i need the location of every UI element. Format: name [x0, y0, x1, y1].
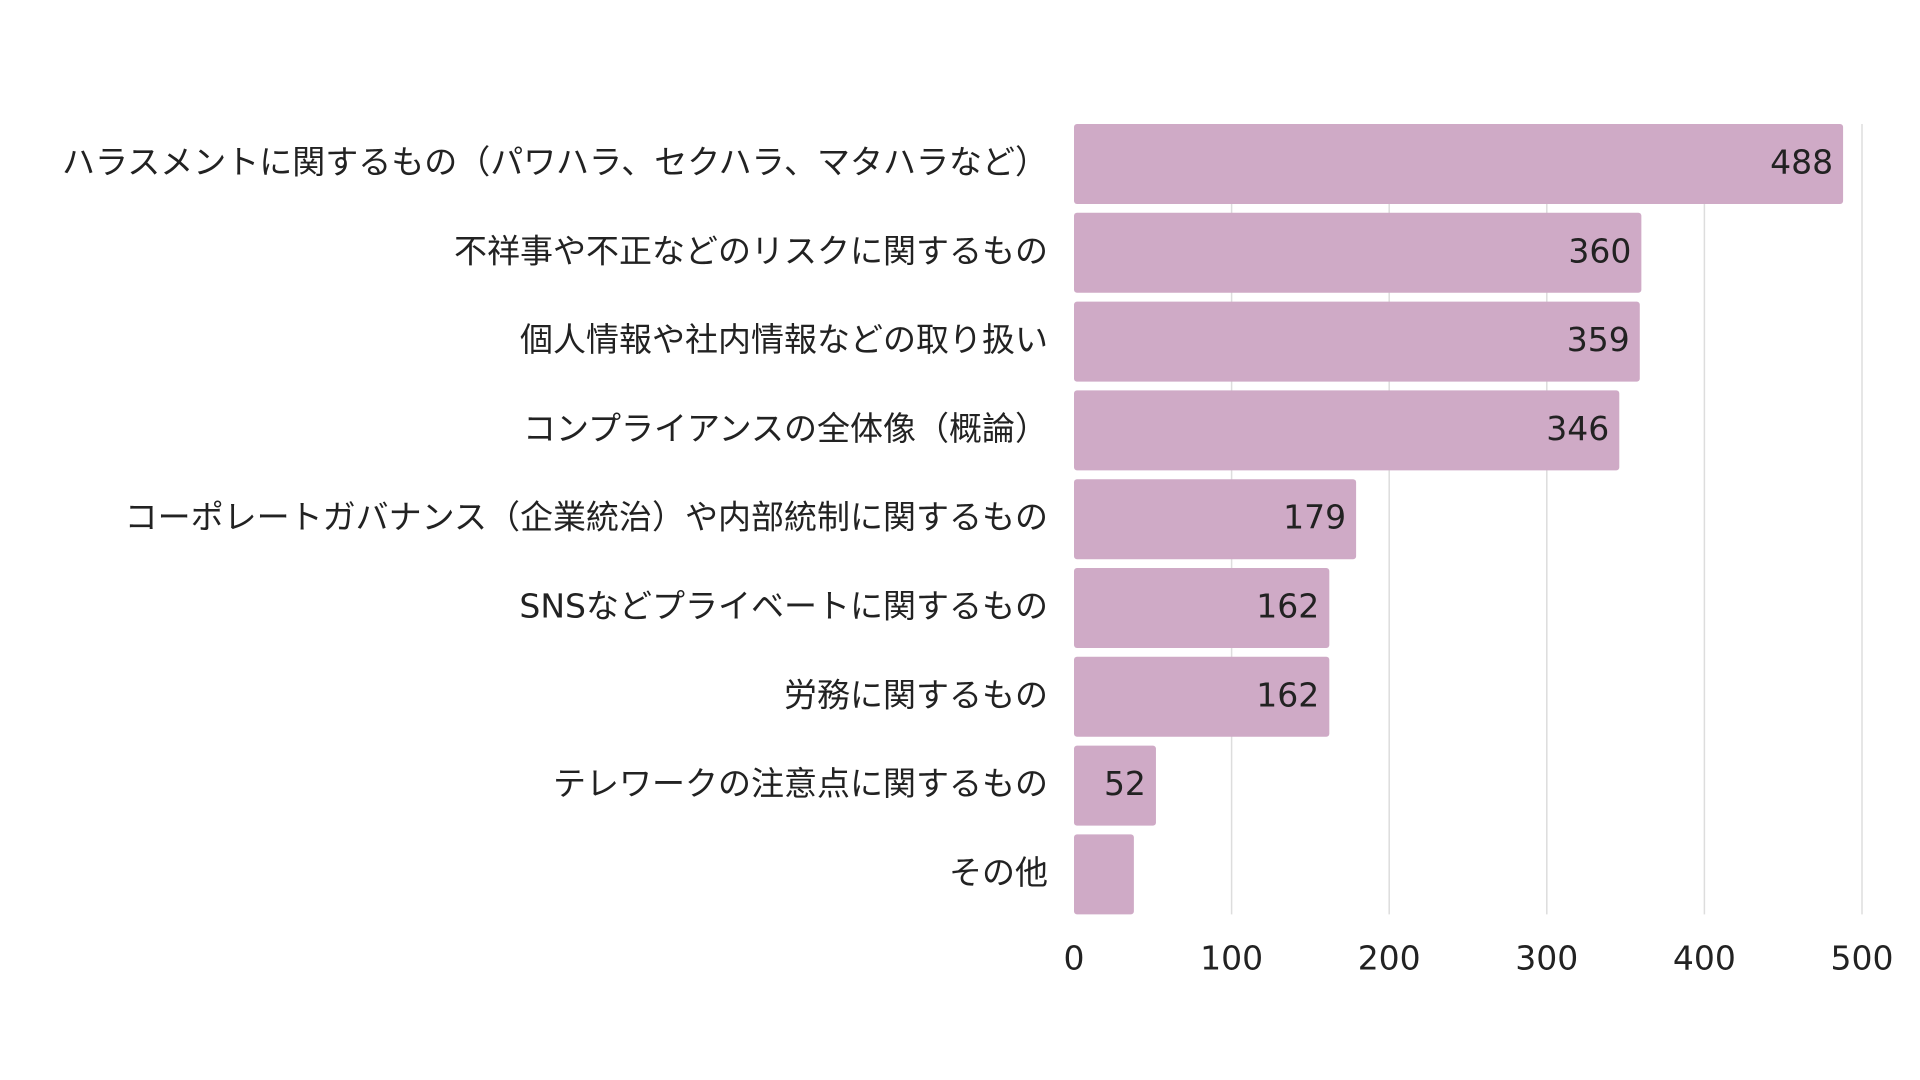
bar — [1074, 568, 1330, 648]
data-label: 346 — [1546, 409, 1609, 448]
data-label: 52 — [1104, 764, 1146, 803]
category-label: コーポレートガバナンス（企業統治）や内部統制に関するもの — [125, 498, 1048, 537]
data-label: 488 — [1770, 143, 1833, 182]
category-label: 個人情報や社内情報などの取り扱い — [520, 320, 1048, 359]
data-label: 162 — [1256, 675, 1319, 714]
bar — [1074, 124, 1844, 204]
x-tick-label: 200 — [1358, 939, 1421, 978]
category-label: SNSなどプライベートに関するもの — [519, 587, 1048, 626]
bar — [1074, 212, 1642, 293]
x-tick-label: 500 — [1831, 939, 1894, 978]
data-label: 162 — [1256, 587, 1319, 626]
category-label: その他 — [949, 853, 1048, 892]
bar — [1074, 301, 1640, 382]
category-label: ハラスメントに関するもの（パワハラ、セクハラ、マタハラなど） — [62, 143, 1048, 182]
data-label: 360 — [1568, 231, 1631, 270]
bar — [1074, 390, 1620, 471]
category-label: 労務に関するもの — [784, 675, 1048, 714]
bar — [1074, 656, 1330, 737]
x-axis-ticks: 0 100 200 300 400 500 — [1064, 939, 1894, 978]
category-label: コンプライアンスの全体像（概論） — [523, 409, 1048, 448]
bars — [1074, 124, 1844, 915]
category-label: テレワークの注意点に関するもの — [553, 764, 1048, 803]
x-tick-label: 0 — [1064, 939, 1085, 978]
value-labels: 488 360 359 346 179 162 162 52 — [1104, 143, 1833, 804]
bar — [1074, 479, 1357, 560]
x-tick-label: 100 — [1200, 939, 1263, 978]
x-tick-label: 400 — [1673, 939, 1736, 978]
category-label: 不祥事や不正などのリスクに関するもの — [454, 231, 1048, 270]
data-label: 179 — [1283, 498, 1346, 537]
bar — [1074, 834, 1134, 915]
category-labels: ハラスメントに関するもの（パワハラ、セクハラ、マタハラなど） 不祥事や不正などのリ… — [62, 143, 1048, 892]
data-label: 359 — [1567, 320, 1630, 359]
bar — [1074, 745, 1156, 826]
x-tick-label: 300 — [1515, 939, 1578, 978]
